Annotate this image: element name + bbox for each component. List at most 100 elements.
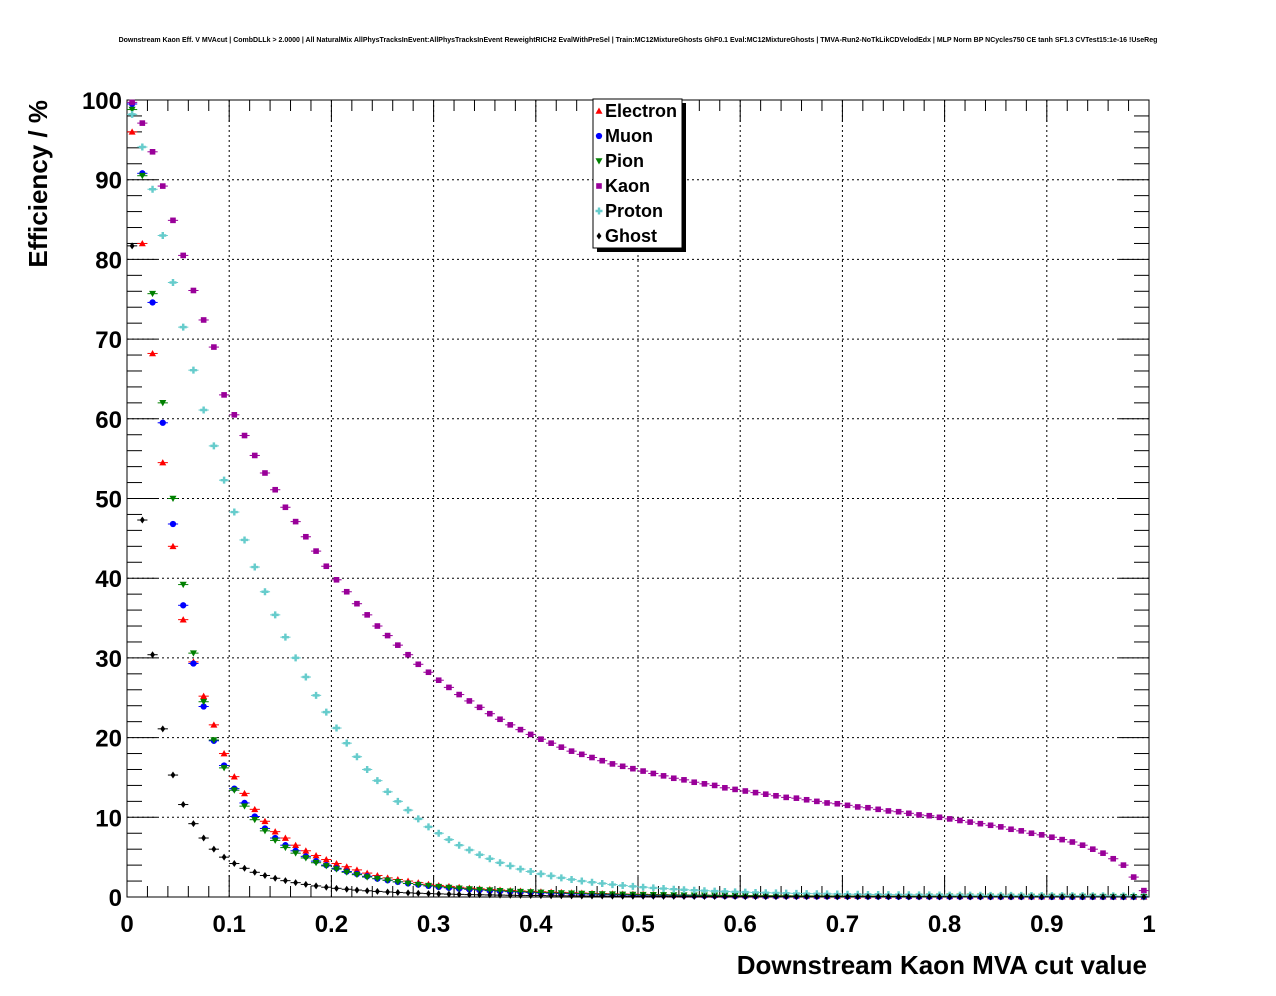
kaon-point (1059, 836, 1065, 843)
pion-point (322, 863, 330, 870)
kaon-point (159, 183, 166, 189)
ghost-point (599, 892, 605, 900)
ghost-point (957, 893, 963, 901)
ghost-point (855, 893, 861, 901)
muon-point (190, 660, 197, 667)
kaon-point (875, 806, 881, 813)
proton-point (506, 862, 514, 870)
kaon-point (456, 691, 462, 698)
muon-point (180, 602, 187, 609)
ghost-point (947, 893, 953, 901)
kaon-point (1110, 855, 1117, 862)
ghost-point (385, 888, 391, 896)
kaon-point (262, 470, 268, 476)
ghost-point (620, 892, 626, 900)
electron-point (312, 852, 320, 859)
proton-point (670, 885, 678, 893)
kaon-point (425, 669, 432, 676)
proton-point (568, 875, 576, 883)
pion-point (200, 698, 208, 706)
electron-point (179, 616, 187, 623)
electron-point (292, 841, 300, 848)
ghost-point (722, 893, 728, 901)
electron-point (138, 239, 146, 247)
ghost-point (303, 880, 309, 888)
ghost-point (1008, 893, 1014, 901)
ghost-point (937, 893, 942, 901)
electron-point (230, 773, 238, 780)
ghost-point (589, 892, 595, 900)
pion-point (281, 844, 289, 852)
legend-label-electron: Electron (605, 101, 677, 121)
kaon-point (405, 651, 411, 658)
ghost-point (998, 893, 1004, 901)
electron-point (251, 805, 259, 813)
ghost-point (834, 893, 840, 901)
kaon-point (558, 744, 565, 750)
ghost-point (262, 871, 268, 879)
kaon-point (476, 704, 483, 711)
proton-point (414, 815, 422, 823)
legend-marker-ghost (596, 232, 602, 240)
kaon-point (916, 812, 922, 818)
legend-marker-pion (595, 158, 603, 165)
electron-point (159, 459, 167, 466)
ghost-point (967, 893, 973, 901)
pion-point (394, 879, 402, 886)
ghost-point (691, 892, 697, 900)
ghost-point (926, 893, 932, 901)
ghost-point (160, 725, 166, 733)
ghost-point (1039, 893, 1045, 901)
kaon-point (1130, 874, 1137, 880)
ghost-point (701, 892, 707, 900)
ghost-point (1080, 893, 1086, 901)
ghost-point (1141, 893, 1147, 901)
kaon-point (630, 765, 636, 772)
kaon-point (701, 781, 708, 787)
legend-marker-proton (595, 207, 603, 215)
pion-point (312, 859, 320, 867)
ghost-point (436, 890, 442, 898)
ghost-point (293, 879, 299, 887)
kaon-point (170, 217, 176, 224)
kaon-point (732, 786, 738, 793)
kaon-point (1028, 830, 1035, 837)
proton-point (394, 797, 402, 805)
proton-point (537, 870, 545, 878)
proton-point (302, 673, 310, 681)
kaon-point (578, 751, 585, 758)
kaon-point (139, 120, 146, 126)
y-axis-label: Efficiency / % (23, 100, 53, 268)
kaon-point (200, 317, 207, 323)
kaon-point (1008, 826, 1014, 833)
ghost-point (395, 888, 401, 896)
kaon-point (640, 768, 646, 774)
kaon-point (773, 792, 779, 799)
ghost-point (518, 891, 523, 899)
y-tick-labels: 0 10 20 30 40 50 60 70 80 90 100 (82, 88, 122, 912)
kaon-point (854, 804, 861, 810)
pion-point (455, 885, 463, 892)
ghost-point (1100, 893, 1106, 901)
ghost-point (610, 892, 615, 900)
electron-point (200, 692, 208, 699)
kaon-point (1049, 834, 1055, 841)
kaon-point (466, 698, 473, 704)
kaon-point (1120, 862, 1127, 868)
electron-point (333, 860, 341, 867)
ghost-point (845, 893, 850, 901)
electron-point (343, 863, 351, 870)
proton-point (353, 753, 361, 761)
ghost-point (579, 892, 585, 900)
electron-point (169, 542, 177, 550)
ghost-point (548, 892, 554, 900)
proton-point (343, 739, 351, 747)
proton-point (465, 846, 473, 854)
proton-point (200, 406, 208, 414)
kaon-point (599, 757, 606, 764)
ghost-point (783, 893, 789, 901)
proton-point (608, 881, 616, 889)
kaon-point (1089, 846, 1096, 852)
kaon-point (129, 99, 135, 106)
